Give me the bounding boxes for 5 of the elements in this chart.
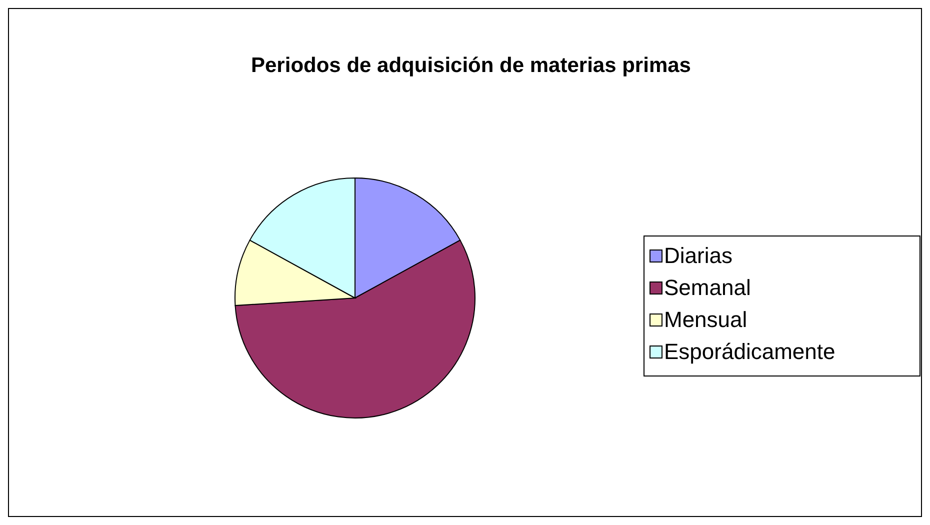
legend-label: Mensual bbox=[664, 307, 748, 332]
legend-label: Diarias bbox=[664, 243, 732, 268]
legend-label: Semanal bbox=[664, 275, 751, 300]
legend-label: Esporádicamente bbox=[664, 339, 836, 364]
chart-title: Periodos de adquisición de materias primas bbox=[251, 54, 691, 77]
